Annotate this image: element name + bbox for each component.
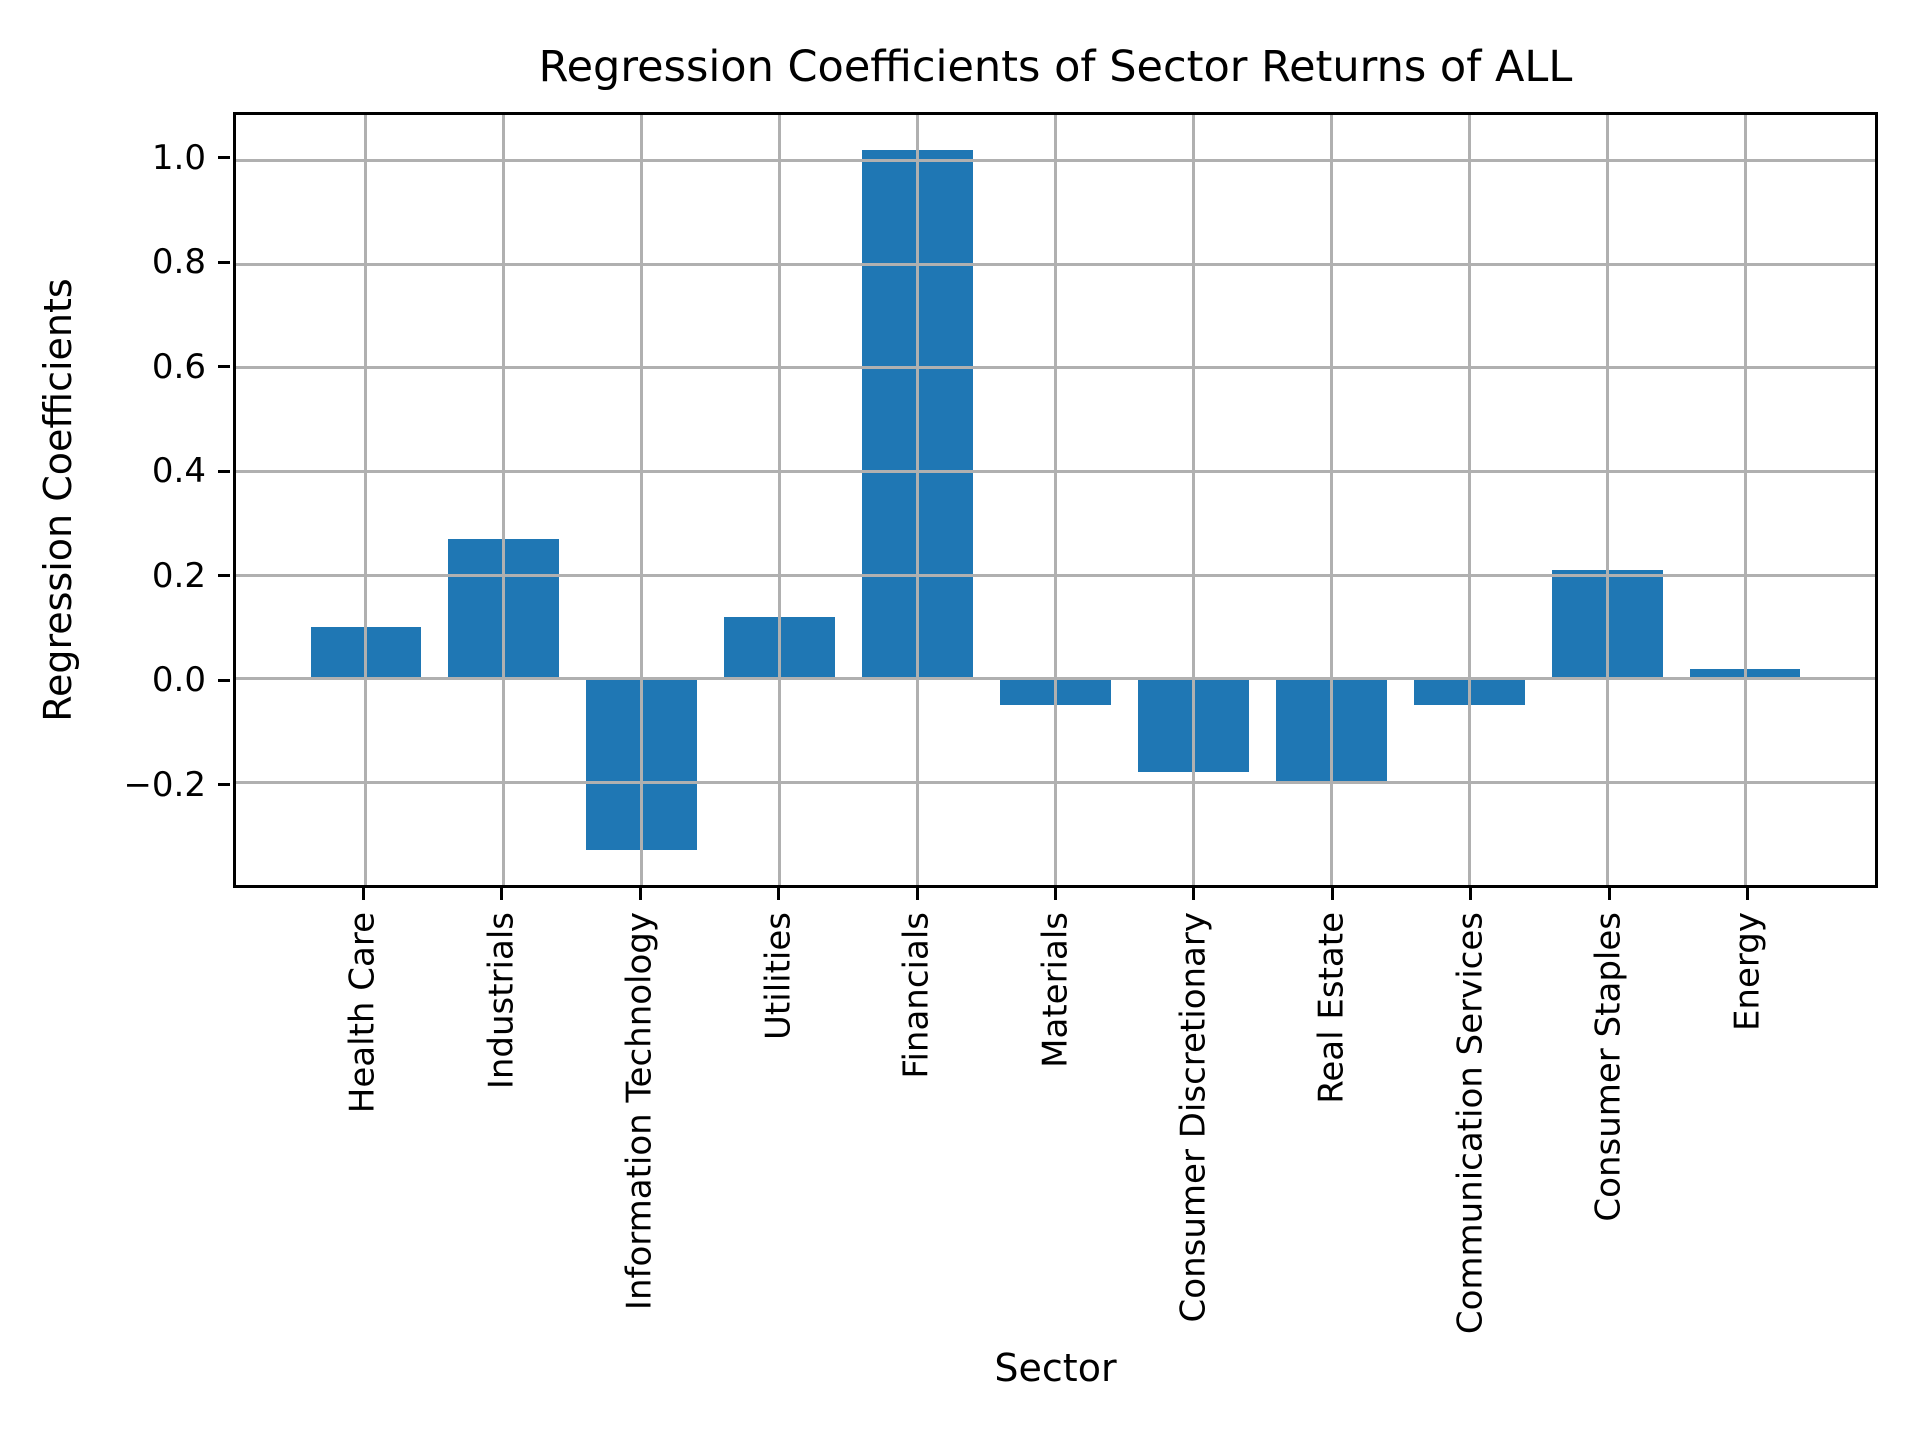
x-tick-mark: [1607, 888, 1611, 900]
x-tick-label-consumer-staples: Consumer Staples: [1588, 912, 1629, 1222]
x-tick-label-industrials: Industrials: [480, 912, 521, 1090]
y-tick-mark: [218, 469, 230, 473]
x-tick-label-utilities: Utilities: [757, 912, 798, 1040]
x-tick-mark: [1054, 888, 1057, 900]
v-gridline-health-care: [364, 115, 368, 885]
x-tick-mark: [638, 888, 642, 900]
x-tick-label-health-care: Health Care: [342, 912, 383, 1114]
x-tick-label-consumer-discretionary: Consumer Discretionary: [1173, 912, 1214, 1323]
y-tick-label: 0.2: [151, 555, 206, 596]
v-gridline-industrials: [502, 115, 506, 885]
x-tick-mark: [1746, 888, 1750, 900]
x-tick-label-financials: Financials: [896, 912, 937, 1079]
v-gridline-materials: [1054, 115, 1057, 885]
y-tick-label: −0.2: [123, 764, 206, 805]
y-tick-label: 0.4: [151, 451, 206, 492]
v-gridline-information-technology: [640, 115, 644, 885]
y-axis-label: Regression Coefficients: [36, 278, 80, 722]
x-tick-mark: [1469, 888, 1473, 900]
plot-area: [233, 112, 1878, 888]
x-tick-label-real-estate: Real Estate: [1311, 912, 1352, 1104]
y-tick-mark: [218, 574, 230, 578]
v-gridline-communication-services: [1467, 115, 1471, 885]
y-tick-label: 0.8: [151, 242, 206, 283]
y-tick-mark: [218, 365, 230, 369]
y-tick-mark: [218, 678, 230, 682]
y-tick-mark: [218, 783, 230, 787]
v-gridline-utilities: [778, 115, 782, 885]
x-tick-mark: [1330, 888, 1334, 900]
y-tick-label: 0.6: [151, 346, 206, 387]
chart-title: Regression Coefficients of Sector Return…: [538, 42, 1573, 92]
y-tick-label: 1.0: [151, 137, 206, 178]
x-tick-label-communication-services: Communication Services: [1450, 912, 1491, 1335]
y-tick-label: 0.0: [151, 660, 206, 701]
x-tick-label-materials: Materials: [1034, 912, 1075, 1068]
y-tick-mark: [218, 260, 230, 264]
v-gridline-real-estate: [1329, 115, 1333, 885]
x-tick-mark: [915, 888, 919, 900]
y-tick-mark: [218, 156, 230, 160]
v-gridline-financials: [916, 115, 920, 885]
x-tick-mark: [777, 888, 781, 900]
x-axis-label: Sector: [994, 1346, 1117, 1390]
v-gridline-energy: [1743, 115, 1747, 885]
x-tick-mark: [500, 888, 504, 900]
x-tick-mark: [361, 888, 365, 900]
x-tick-label-information-technology: Information Technology: [619, 912, 660, 1311]
v-gridline-consumer-discretionary: [1191, 115, 1195, 885]
x-tick-label-energy: Energy: [1727, 912, 1768, 1032]
x-tick-mark: [1192, 888, 1196, 900]
v-gridline-consumer-staples: [1605, 115, 1609, 885]
